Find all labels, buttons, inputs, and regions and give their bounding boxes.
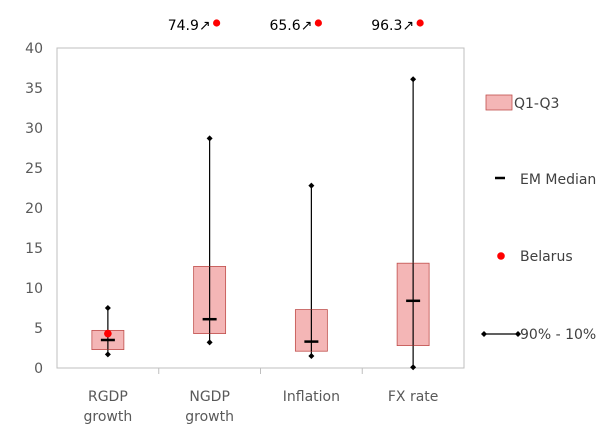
x-axis: RGDP growth NGDP growth Inflation FX rate bbox=[84, 368, 439, 425]
offscale-belarus-point bbox=[314, 19, 322, 27]
p90-marker bbox=[308, 182, 315, 189]
p10-marker bbox=[410, 364, 417, 371]
belarus-point bbox=[104, 329, 112, 338]
legend-label-box: Q1-Q3 bbox=[514, 96, 559, 112]
p10-marker bbox=[206, 339, 213, 346]
x-category-label-line: FX rate bbox=[388, 389, 439, 405]
y-tick-label: 35 bbox=[25, 81, 43, 97]
x-category-label: RGDP growth bbox=[84, 389, 133, 425]
y-tick-label: 20 bbox=[25, 201, 43, 217]
y-tick-label: 15 bbox=[25, 241, 43, 257]
x-category-label-line: Inflation bbox=[283, 389, 340, 405]
x-category-label-line: NGDP bbox=[189, 389, 230, 405]
offscale-value-label: 65.6↗ bbox=[269, 18, 312, 34]
legend-whisker-marker bbox=[515, 331, 521, 337]
y-tick-label: 40 bbox=[25, 41, 43, 57]
p90-marker bbox=[206, 135, 213, 142]
offscale-belarus-point bbox=[213, 19, 221, 27]
box-series bbox=[91, 76, 430, 371]
y-tick-label: 10 bbox=[25, 281, 43, 297]
offscale-value-label: 96.3↗ bbox=[371, 18, 414, 34]
x-category-label: FX rate bbox=[388, 389, 439, 405]
x-category-label-line: growth bbox=[185, 409, 234, 425]
y-tick-label: 0 bbox=[34, 361, 43, 377]
y-tick-label: 30 bbox=[25, 121, 43, 137]
legend: Q1-Q3 EM Median Belarus 90% - 10% bbox=[481, 94, 596, 343]
legend-label-whisker: 90% - 10% bbox=[520, 327, 596, 343]
y-tick-label: 25 bbox=[25, 161, 43, 177]
x-category-label-line: RGDP bbox=[88, 389, 128, 405]
legend-point-swatch bbox=[497, 252, 505, 260]
legend-label-median: EM Median bbox=[520, 172, 596, 188]
legend-whisker-marker bbox=[481, 331, 487, 337]
offscale-annotations: 74.9↗ 65.6↗ 96.3↗ bbox=[168, 18, 424, 34]
offscale-belarus-point bbox=[416, 19, 424, 27]
legend-box-swatch bbox=[485, 94, 513, 111]
x-category-label-line: growth bbox=[84, 409, 133, 425]
legend-label-point: Belarus bbox=[520, 249, 573, 265]
offscale-value-label: 74.9↗ bbox=[168, 18, 211, 34]
p10-marker bbox=[104, 351, 111, 358]
x-category-label: Inflation bbox=[283, 389, 340, 405]
p90-marker bbox=[410, 76, 417, 83]
p10-marker bbox=[308, 353, 315, 359]
y-axis: 0 5 10 15 20 25 30 35 40 bbox=[25, 41, 43, 377]
p90-marker bbox=[104, 305, 111, 311]
x-category-label: NGDP growth bbox=[185, 389, 234, 425]
y-tick-label: 5 bbox=[34, 321, 43, 337]
